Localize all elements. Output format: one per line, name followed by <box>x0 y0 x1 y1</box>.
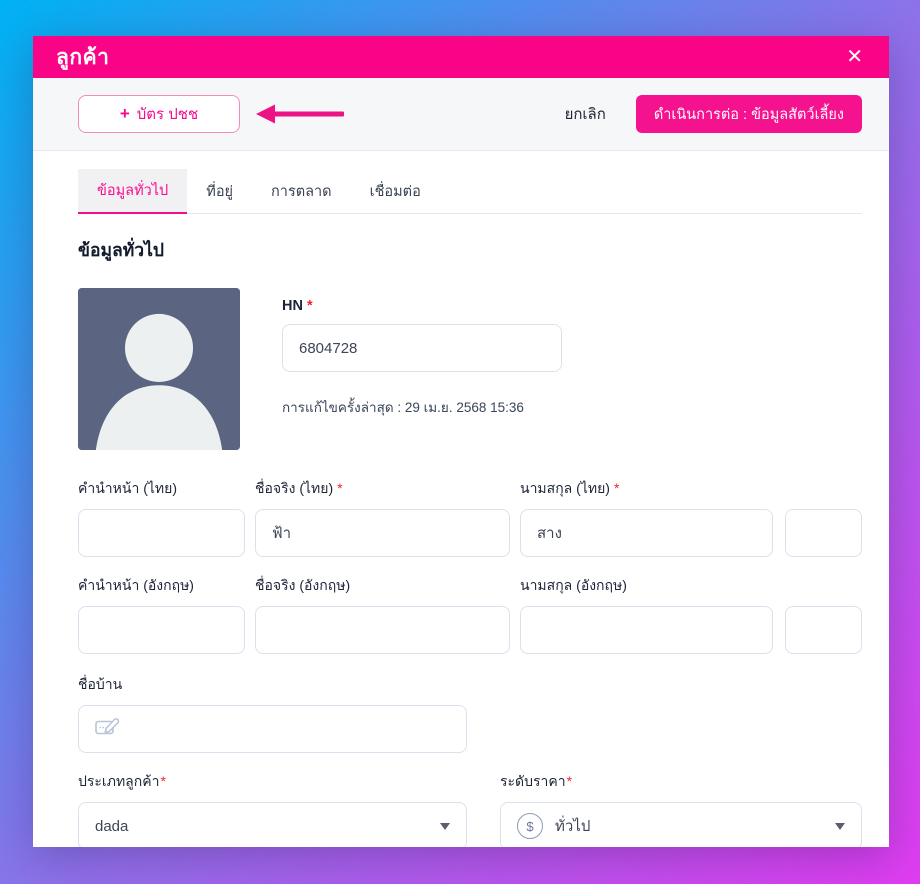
required-asterisk: * <box>337 480 343 496</box>
avatar-row: HN* การแก้ไขครั้งล่าสุด : 29 เม.ย. 2568 … <box>78 288 862 450</box>
add-id-card-button[interactable]: + บัตร ปชช <box>78 95 240 133</box>
hn-input[interactable] <box>282 324 562 372</box>
required-asterisk: * <box>613 480 620 496</box>
first-name-en-input[interactable] <box>255 606 510 654</box>
customer-type-label: ประเภทลูกค้า* <box>78 773 166 789</box>
house-name-block: ชื่อบ้าน <box>78 674 862 753</box>
tab-connect[interactable]: เชื่อมต่อ <box>369 184 421 200</box>
modal-title: ลูกค้า <box>56 45 110 69</box>
tab-marketing[interactable]: การตลาด <box>271 184 332 200</box>
english-name-row: คำนำหน้า (อังกฤษ) ชื่อจริง (อังกฤษ) นามส… <box>78 575 862 654</box>
dollar-icon: $ <box>517 813 543 839</box>
last-name-th-label: นามสกุล (ไทย) * <box>520 480 620 496</box>
avatar[interactable] <box>78 288 240 450</box>
tab-general-info[interactable]: ข้อมูลทั่วไป <box>78 169 188 214</box>
price-level-select[interactable]: $ ทั่วไป <box>500 802 862 847</box>
prefix-th-label: คำนำหน้า (ไทย) <box>78 480 178 496</box>
price-level-value: ทั่วไป <box>555 818 591 835</box>
hn-label: HN * <box>282 298 313 314</box>
suffix-en-input[interactable] <box>785 606 862 654</box>
close-icon[interactable]: ✕ <box>842 45 867 69</box>
house-name-input[interactable] <box>78 705 467 753</box>
prefix-en-input[interactable] <box>78 606 245 654</box>
required-asterisk: * <box>566 773 573 789</box>
continue-button[interactable]: ดำเนินการต่อ : ข้อมูลสัตว์เลี้ยง <box>635 95 862 133</box>
last-name-en-label: นามสกุล (อังกฤษ) <box>520 577 627 593</box>
suffix-th-input[interactable] <box>785 509 862 557</box>
prefix-th-input[interactable] <box>78 509 245 557</box>
cancel-button[interactable]: ยกเลิก <box>564 106 606 123</box>
section-title: ข้อมูลทั่วไป <box>78 240 165 260</box>
tab-bar: ข้อมูลทั่วไป ที่อยู่ การตลาด เชื่อมต่อ <box>78 169 862 214</box>
house-name-label: ชื่อบ้าน <box>78 676 123 692</box>
tab-address[interactable]: ที่อยู่ <box>206 184 234 200</box>
last-edited-text: การแก้ไขครั้งล่าสุด : 29 เม.ย. 2568 15:3… <box>282 400 524 415</box>
hn-column: HN* การแก้ไขครั้งล่าสุด : 29 เม.ย. 2568 … <box>282 288 562 450</box>
required-asterisk: * <box>160 773 166 789</box>
prefix-en-label: คำนำหน้า (อังกฤษ) <box>78 577 194 593</box>
modal-content: ข้อมูลทั่วไป ที่อยู่ การตลาด เชื่อมต่อ ข… <box>33 169 889 847</box>
edit-icon <box>95 717 121 742</box>
customer-type-select[interactable]: dada <box>78 802 467 847</box>
modal-header: ลูกค้า ✕ <box>33 36 889 78</box>
last-name-th-input[interactable] <box>520 509 773 557</box>
first-name-th-input[interactable] <box>255 509 510 557</box>
thai-name-row: คำนำหน้า (ไทย) ชื่อจริง (ไทย)* นามสกุล (… <box>78 478 862 557</box>
required-asterisk: * <box>306 298 313 314</box>
first-name-th-label: ชื่อจริง (ไทย) * <box>255 480 343 496</box>
toolbar: + บัตร ปชช ยกเลิก ดำเนินการต่อ : ข้อมูลส… <box>33 78 889 151</box>
bottom-select-row: ประเภทลูกค้า* dada ระดับราคา* $ ทั่วไป <box>78 771 862 847</box>
first-name-en-label: ชื่อจริง (อังกฤษ) <box>255 577 351 593</box>
add-id-card-label: บัตร ปชช <box>136 106 199 123</box>
arrow-left-icon <box>254 102 346 126</box>
plus-icon: + <box>119 104 130 123</box>
chevron-down-icon <box>835 822 845 830</box>
customer-type-value: dada <box>95 817 129 835</box>
last-name-en-input[interactable] <box>520 606 773 654</box>
chevron-down-icon <box>440 822 450 830</box>
customer-modal: ลูกค้า ✕ + บัตร ปชช ยกเลิก ดำเนินการต่อ … <box>33 36 889 847</box>
price-level-label: ระดับราคา* <box>500 773 573 789</box>
